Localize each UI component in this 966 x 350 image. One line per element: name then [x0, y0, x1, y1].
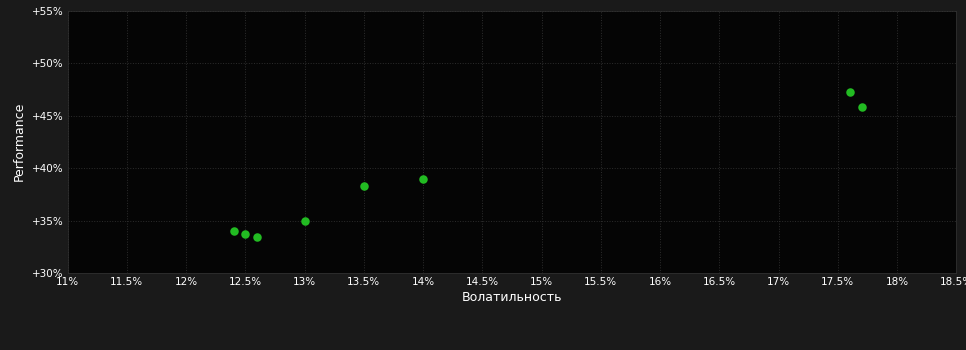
X-axis label: Волатильность: Волатильность [462, 291, 562, 304]
Point [356, 183, 372, 189]
Point [415, 176, 431, 181]
Y-axis label: Performance: Performance [14, 102, 26, 181]
Point [249, 234, 265, 240]
Point [854, 104, 869, 110]
Point [297, 218, 312, 223]
Point [842, 90, 858, 95]
Point [226, 228, 242, 234]
Point [238, 231, 253, 237]
